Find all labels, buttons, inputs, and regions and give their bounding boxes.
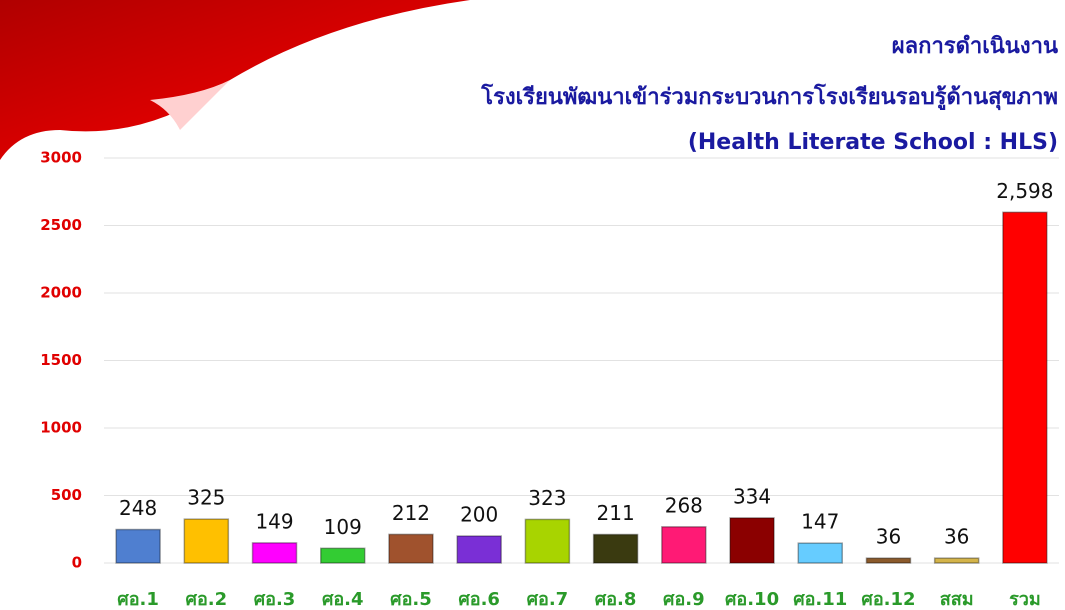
bar [798,543,842,563]
y-tick-label: 1000 [40,419,82,437]
bar [389,534,433,563]
bar [662,527,706,563]
bar [457,536,501,563]
value-label: 325 [187,486,225,510]
bar [253,543,297,563]
value-label: 109 [324,515,362,539]
plot: 0 500 1000 1500 2000 2500 3000 ศอ.1 248 ศอ.2 325 ศอ… [40,149,1059,610]
decoration [0,0,470,160]
x-tick-label: ศอ.9 [663,589,705,610]
bar [730,518,774,563]
x-tick-label: ศอ.12 [861,589,915,610]
x-tick-label: ศอ.11 [793,589,847,610]
value-label: 212 [392,501,430,525]
bar [321,548,365,563]
bar [594,535,638,563]
x-tick-label: ศอ.4 [322,589,364,610]
chart-title: ผลการดำเนินงาน [892,34,1058,59]
x-tick-label: ศอ.6 [458,589,500,610]
x-tick-label: ศอ.2 [186,589,228,610]
x-tick-label: ศอ.3 [254,589,296,610]
y-tick-label: 2000 [40,284,82,302]
value-label: 200 [460,503,498,527]
value-label: 36 [876,525,901,549]
value-label: 36 [944,525,969,549]
value-label: 211 [597,501,635,525]
y-tick-label: 0 [72,554,82,572]
value-label: 149 [255,509,293,533]
x-tick-label: รวม [1009,589,1041,610]
bar [525,519,569,563]
y-tick-label: 2500 [40,216,82,234]
value-label: 268 [665,493,703,517]
x-tick-label: ศอ.5 [390,589,432,610]
value-label: 147 [801,510,839,534]
x-tick-label: ศอ.10 [725,589,779,610]
chart-subtitle: โรงเรียนพัฒนาเข้าร่วมกระบวนการโรงเรียนรอ… [480,83,1058,111]
x-tick-label: ศอ.7 [527,589,569,610]
bar [116,530,160,563]
y-tick-label: 1500 [40,351,82,369]
y-tick-label: 3000 [40,149,82,167]
bar [935,558,979,563]
value-label: 323 [528,486,566,510]
chart-subtitle: (Health Literate School : HLS) [688,130,1058,155]
bar [184,519,228,563]
y-tick-label: 500 [51,486,82,504]
bar [866,558,910,563]
x-tick-label: สสม [940,589,974,610]
value-label: 248 [119,496,157,520]
value-label: 2,598 [996,179,1053,203]
bar [1003,212,1047,563]
chart: ผลการดำเนินงาน โรงเรียนพัฒนาเข้าร่วมกระบ… [0,0,1065,610]
value-label: 334 [733,484,771,508]
x-tick-label: ศอ.8 [595,589,637,610]
x-tick-label: ศอ.1 [117,589,159,610]
